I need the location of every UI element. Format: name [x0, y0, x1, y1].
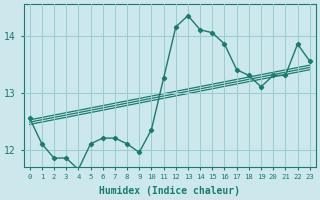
X-axis label: Humidex (Indice chaleur): Humidex (Indice chaleur): [99, 186, 240, 196]
